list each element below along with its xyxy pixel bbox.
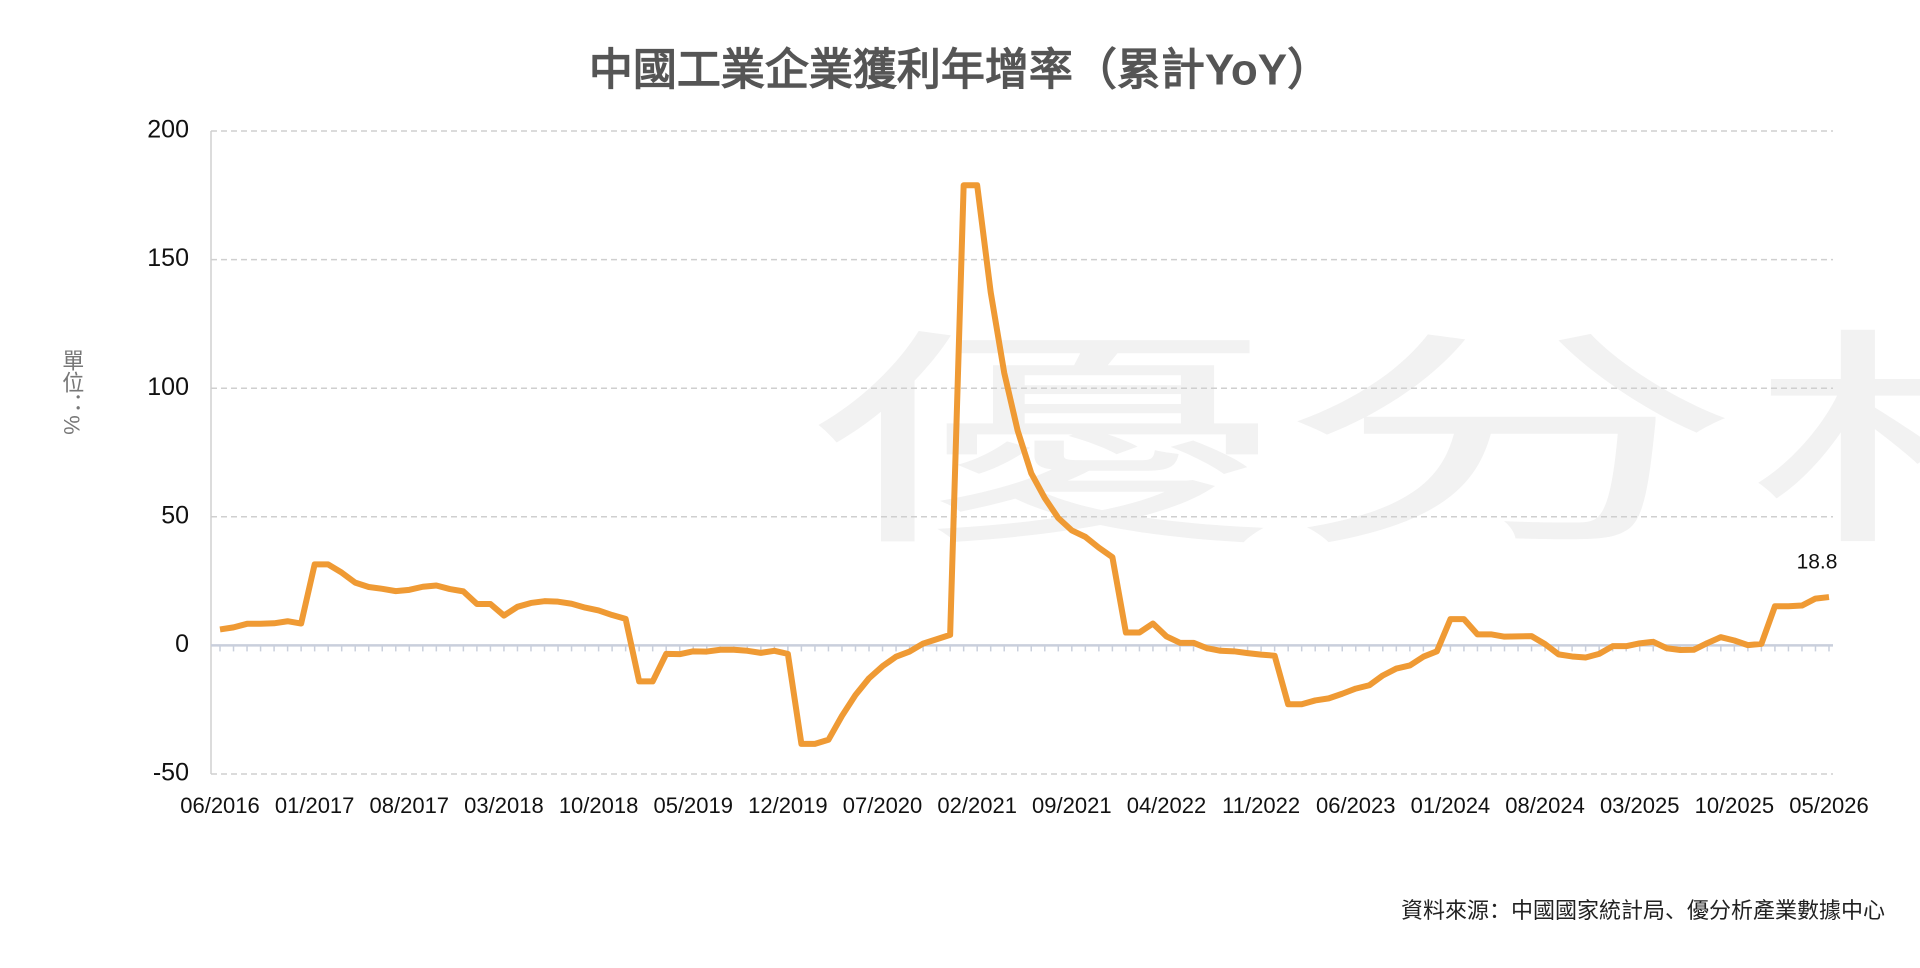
x-tick-label: 01/2017 xyxy=(275,793,355,818)
x-tick-label: 11/2022 xyxy=(1222,793,1300,818)
chart-title: 中國工業企業獲利年增率（累計YoY） xyxy=(589,46,1331,95)
source-note: 資料來源：中國國家統計局、優分析產業數據中心 xyxy=(1401,898,1885,923)
x-tick-label: 07/2020 xyxy=(843,793,923,818)
y-tick-label: 0 xyxy=(175,630,189,658)
data-label: 18.8 xyxy=(1797,551,1838,574)
y-tick-label: 150 xyxy=(147,244,189,272)
x-tick-label: 04/2022 xyxy=(1127,793,1207,818)
x-tick-label: 06/2023 xyxy=(1316,793,1396,818)
x-tick-label: 10/2018 xyxy=(559,793,639,818)
x-tick-label: 09/2021 xyxy=(1032,793,1112,818)
x-tick-label: 05/2026 xyxy=(1789,793,1869,818)
x-tick-label: 08/2017 xyxy=(370,793,450,818)
x-tick-label: 08/2024 xyxy=(1505,793,1585,818)
y-tick-label: 50 xyxy=(161,501,189,529)
x-tick-label: 01/2024 xyxy=(1411,793,1491,818)
x-tick-label: 03/2025 xyxy=(1600,793,1680,818)
data-line xyxy=(219,182,1830,747)
x-tick-label: 06/2016 xyxy=(180,793,260,818)
y-axis-label: 單位：% xyxy=(59,349,84,435)
y-tick-label: -50 xyxy=(153,759,189,787)
x-tick-label: 02/2021 xyxy=(937,793,1017,818)
x-tick-label: 10/2025 xyxy=(1695,793,1775,818)
x-tick-label: 12/2019 xyxy=(748,793,828,818)
watermark: 優分析 xyxy=(810,311,1920,578)
x-tick-label: 03/2018 xyxy=(464,793,544,818)
y-tick-label: 100 xyxy=(147,373,189,401)
y-tick-label: 200 xyxy=(147,116,189,144)
x-tick-label: 05/2019 xyxy=(653,793,733,818)
